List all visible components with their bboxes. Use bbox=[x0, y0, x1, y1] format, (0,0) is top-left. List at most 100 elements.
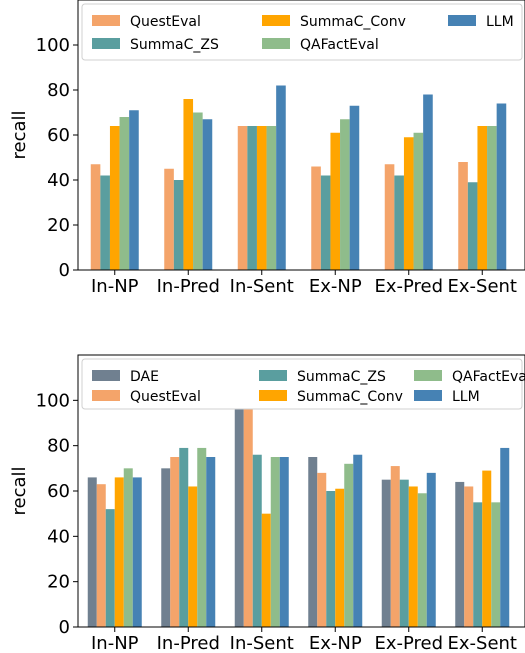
bar-summac-zs-ex-np bbox=[320, 175, 331, 270]
bar-llm-ex-np bbox=[353, 454, 363, 627]
legend-swatch bbox=[262, 15, 290, 26]
legend-swatch bbox=[92, 38, 120, 49]
bar-qafacteval-in-np bbox=[123, 468, 133, 627]
bar-summac-zs-ex-sent bbox=[467, 182, 478, 270]
legend-item-summac-conv: SummaC_Conv bbox=[262, 14, 406, 30]
x-tick-label: Ex-Pred bbox=[374, 633, 443, 653]
x-tick-label: Ex-NP bbox=[309, 276, 362, 297]
bar-summac-conv-ex-np bbox=[330, 132, 341, 270]
bar-summac-zs-in-sent bbox=[247, 126, 257, 270]
bar-summac-conv-ex-sent bbox=[482, 470, 492, 627]
bar-qafacteval-ex-pred bbox=[413, 132, 424, 270]
bar-summac-conv-in-sent bbox=[261, 513, 271, 627]
legend-swatch bbox=[414, 390, 442, 401]
legend-item-qafacteval: QAFactEval bbox=[262, 37, 379, 53]
legend-box bbox=[81, 358, 523, 410]
y-tick-label: 0 bbox=[59, 617, 70, 638]
x-tick-label: In-Pred bbox=[157, 276, 220, 297]
y-tick-label: 0 bbox=[59, 260, 70, 281]
legend-label: SummaC_Conv bbox=[297, 389, 403, 405]
y-tick-label: 80 bbox=[47, 436, 70, 457]
x-tick-label: Ex-NP bbox=[309, 633, 362, 653]
bar-qafacteval-in-sent bbox=[270, 457, 280, 627]
x-tick-label: In-Pred bbox=[157, 633, 220, 653]
x-tick-label: In-NP bbox=[91, 276, 139, 297]
bar-summac-conv-in-pred bbox=[188, 486, 198, 627]
bar-dae-in-sent bbox=[234, 400, 244, 627]
bar-summac-zs-ex-pred bbox=[399, 479, 409, 627]
bar-llm-in-sent bbox=[276, 85, 286, 270]
bar-qafacteval-in-pred bbox=[197, 447, 207, 627]
bar-summac-conv-in-np bbox=[114, 477, 124, 627]
bar-qafacteval-ex-sent bbox=[491, 502, 501, 627]
legend-label: SummaC_ZS bbox=[130, 37, 219, 53]
bar-questeval-in-pred bbox=[170, 457, 180, 627]
legend-swatch bbox=[259, 370, 287, 381]
y-axis-label: recall bbox=[9, 110, 30, 159]
bar-llm-in-sent bbox=[279, 457, 289, 627]
bar-llm-in-np bbox=[132, 477, 142, 627]
legend-label: LLM bbox=[452, 389, 480, 405]
legend-swatch bbox=[92, 15, 120, 26]
bar-qafacteval-in-np bbox=[119, 117, 130, 270]
x-tick-label: Ex-Sent bbox=[448, 276, 518, 297]
bar-dae-ex-pred bbox=[381, 479, 391, 627]
bar-questeval-in-np bbox=[96, 484, 106, 627]
bar-questeval-in-pred bbox=[164, 168, 174, 270]
legend-label: QuestEval bbox=[130, 14, 201, 30]
bar-llm-in-pred bbox=[206, 457, 216, 627]
bar-qafacteval-in-sent bbox=[266, 126, 277, 270]
bar-summac-zs-in-np bbox=[105, 509, 115, 627]
bar-questeval-in-sent bbox=[237, 126, 248, 270]
legend-swatch bbox=[92, 370, 120, 381]
bar-summac-zs-in-sent bbox=[252, 454, 262, 627]
bar-llm-ex-np bbox=[349, 105, 360, 270]
y-tick-label: 20 bbox=[47, 572, 70, 593]
legend-label: SummaC_Conv bbox=[300, 14, 406, 30]
bar-llm-ex-sent bbox=[500, 447, 510, 627]
x-tick-label: In-Sent bbox=[230, 276, 294, 297]
bar-summac-conv-in-sent bbox=[256, 126, 267, 270]
legend-label: SummaC_ZS bbox=[297, 369, 386, 385]
bar-summac-conv-ex-pred bbox=[408, 486, 418, 627]
bar-questeval-ex-pred bbox=[390, 466, 400, 627]
legend-box bbox=[81, 3, 523, 61]
bar-questeval-ex-np bbox=[317, 472, 327, 627]
y-tick-label: 80 bbox=[47, 80, 70, 101]
bar-qafacteval-in-pred bbox=[193, 112, 203, 270]
bar-qafacteval-ex-np bbox=[340, 119, 350, 270]
x-tick-label: In-NP bbox=[91, 633, 139, 653]
legend-label: QAFactEval bbox=[452, 369, 525, 385]
x-tick-label: In-Sent bbox=[230, 633, 294, 653]
legend-swatch bbox=[259, 390, 287, 401]
legend-item-qafacteval: QAFactEval bbox=[414, 369, 525, 385]
legend-item-summac-conv: SummaC_Conv bbox=[259, 389, 403, 405]
bar-summac-zs-in-np bbox=[100, 175, 110, 270]
legend-label: LLM bbox=[486, 14, 514, 30]
y-tick-label: 100 bbox=[36, 35, 70, 56]
bar-summac-conv-in-pred bbox=[183, 99, 194, 270]
chart-panel-1: 0 20 40 60 80 100 In-NP In-Pred In-Sent Ex-NP Ex-P… bbox=[9, 0, 525, 297]
legend-item-summac-zs: SummaC_ZS bbox=[92, 37, 219, 53]
bar-llm-ex-sent bbox=[496, 103, 507, 270]
bar-summac-zs-ex-np bbox=[326, 491, 336, 627]
legend-swatch bbox=[414, 370, 442, 381]
bar-questeval-ex-sent bbox=[458, 162, 468, 270]
bar-questeval-ex-pred bbox=[384, 164, 395, 270]
bar-qafacteval-ex-np bbox=[344, 463, 354, 627]
bar-llm-ex-pred bbox=[423, 94, 433, 270]
chart-panel-2: 0 20 40 60 80 100 In-NP In-Pred In-Sent Ex-NP Ex-P… bbox=[9, 354, 525, 653]
bar-qafacteval-ex-sent bbox=[487, 126, 497, 270]
legend-item-summac-zs: SummaC_ZS bbox=[259, 369, 386, 385]
bar-llm-ex-pred bbox=[426, 472, 436, 627]
bar-dae-in-np bbox=[87, 477, 97, 627]
bar-dae-ex-sent bbox=[455, 481, 465, 627]
legend-swatch bbox=[448, 15, 476, 26]
legend-label: QAFactEval bbox=[300, 37, 379, 53]
y-tick-label: 40 bbox=[47, 526, 70, 547]
bar-questeval-ex-sent bbox=[464, 486, 474, 627]
bar-llm-in-pred bbox=[202, 119, 213, 270]
bar-summac-conv-in-np bbox=[109, 126, 120, 270]
bar-questeval-ex-np bbox=[311, 166, 321, 270]
bar-llm-in-np bbox=[129, 110, 139, 270]
